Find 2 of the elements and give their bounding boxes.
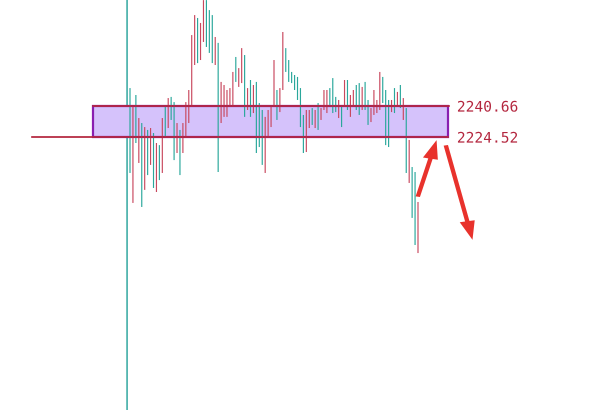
y-tick-label: 2240.66 xyxy=(458,100,518,112)
y-tick-label: 2224.52 xyxy=(458,132,518,143)
